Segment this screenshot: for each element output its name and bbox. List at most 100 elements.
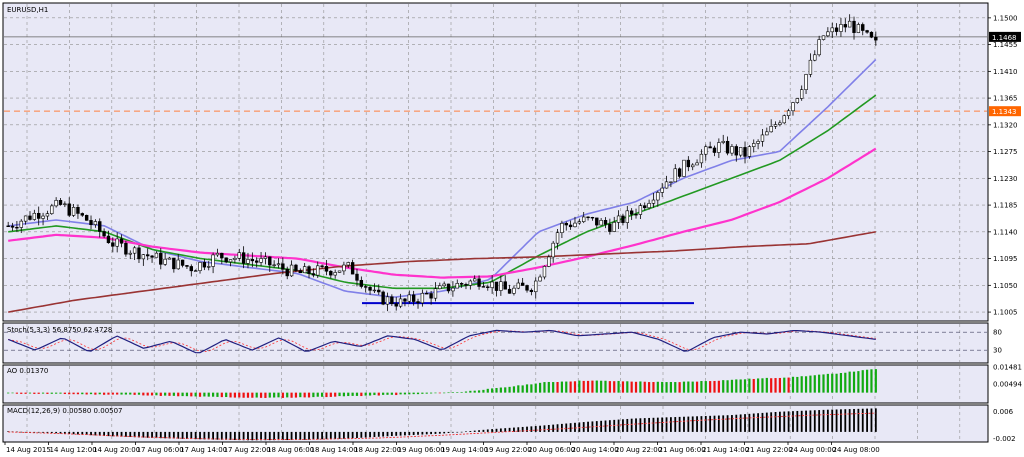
macd-bar bbox=[556, 424, 559, 432]
price-pane[interactable]: 1.1500 1.1455 1.1410 1.1365 1.1320 1.1275 1.12… bbox=[2, 2, 1021, 322]
macd-bar bbox=[129, 431, 132, 438]
macd-bar bbox=[752, 413, 755, 432]
candle-body bbox=[281, 263, 285, 270]
ao-bar bbox=[499, 387, 502, 393]
macd-bar bbox=[207, 431, 210, 440]
stochastic-pane[interactable]: 80 30 Stoch(5,3,3) 56.8750 62.4728 bbox=[2, 322, 1002, 364]
macd-bar bbox=[517, 427, 520, 432]
candle-body bbox=[163, 258, 167, 265]
ao-bar bbox=[534, 383, 537, 393]
ao-bar bbox=[560, 381, 563, 393]
ao-bar bbox=[826, 373, 829, 393]
time-tick-label: 17 Aug 22:00 bbox=[224, 446, 271, 454]
macd-bar bbox=[652, 417, 655, 432]
candle-body bbox=[272, 264, 276, 266]
price-tick-label: 1.1365 bbox=[993, 95, 1018, 103]
macd-bar bbox=[857, 408, 860, 432]
candle-body bbox=[320, 265, 324, 267]
stochastic-title: Stoch(5,3,3) 56.8750 62.4728 bbox=[7, 326, 112, 334]
candle-body bbox=[398, 298, 403, 307]
candle-body bbox=[651, 199, 656, 204]
time-tick-label: 18 Aug 22:00 bbox=[354, 446, 401, 454]
macd-bar bbox=[761, 412, 764, 432]
ao-bar bbox=[648, 382, 651, 393]
ao-bar bbox=[137, 392, 141, 395]
candle-body bbox=[799, 89, 804, 99]
macd-bar bbox=[268, 431, 271, 441]
candle-body bbox=[425, 292, 429, 295]
ao-bar bbox=[368, 392, 372, 396]
ao-bar bbox=[691, 381, 694, 393]
ao-bar bbox=[198, 392, 202, 397]
ao-bar bbox=[15, 392, 18, 394]
macd-bar bbox=[50, 431, 53, 434]
candle-body bbox=[329, 270, 333, 276]
candle-body bbox=[89, 220, 93, 225]
ao-bar bbox=[491, 388, 494, 393]
ao-bar bbox=[277, 392, 280, 398]
candle-body bbox=[250, 259, 255, 262]
candle-body bbox=[599, 219, 603, 226]
macd-bar bbox=[59, 431, 62, 434]
ao-bar bbox=[238, 392, 241, 398]
macd-bar bbox=[478, 430, 480, 432]
ao-bar bbox=[133, 392, 136, 395]
macd-bar bbox=[295, 431, 297, 440]
candle-body bbox=[451, 287, 455, 292]
macd-pane[interactable]: 0.006 -0.002 MACD(12,26,9) 0.00580 0.0050… bbox=[2, 404, 1016, 443]
candle-body bbox=[115, 238, 119, 247]
candle-body bbox=[159, 252, 163, 265]
macd-level-label: 0.006 bbox=[993, 408, 1014, 416]
ao-bar bbox=[656, 381, 659, 393]
ao-bar bbox=[443, 392, 446, 394]
candle-body bbox=[643, 205, 647, 209]
candle-body bbox=[455, 283, 459, 289]
ao-bar bbox=[866, 369, 869, 393]
candle-body bbox=[76, 207, 80, 214]
candle-body bbox=[350, 262, 355, 275]
ao-bar bbox=[46, 392, 49, 394]
candle-body bbox=[311, 273, 316, 276]
candle-body bbox=[36, 212, 41, 219]
ao-bar bbox=[630, 381, 633, 393]
ao-bar bbox=[63, 392, 66, 395]
price-tick-label: 1.1050 bbox=[993, 282, 1018, 290]
macd-bar bbox=[168, 431, 171, 439]
ao-bar bbox=[72, 392, 75, 395]
ao-bar bbox=[434, 392, 437, 394]
candle-body bbox=[551, 242, 555, 258]
candle-body bbox=[237, 252, 241, 259]
ao-bar bbox=[120, 392, 123, 395]
ao-bar bbox=[543, 382, 546, 393]
ao-bar bbox=[107, 392, 110, 395]
price-tick-label: 1.1005 bbox=[993, 309, 1018, 317]
candle-body bbox=[773, 124, 778, 127]
ao-bar bbox=[294, 392, 298, 398]
price-tick-label: 1.1455 bbox=[993, 41, 1018, 49]
candle-body bbox=[220, 252, 224, 259]
candle-body bbox=[494, 281, 499, 291]
macd-bar bbox=[281, 431, 284, 441]
macd-bar bbox=[399, 431, 402, 436]
candle-body bbox=[285, 268, 289, 277]
candle-body bbox=[372, 289, 377, 292]
candle-body bbox=[699, 153, 704, 164]
ao-bar bbox=[787, 377, 790, 393]
macd-bar bbox=[770, 412, 773, 432]
candle-body bbox=[172, 257, 176, 270]
candle-body bbox=[869, 31, 874, 38]
macd-bar bbox=[626, 418, 629, 432]
macd-bar bbox=[765, 412, 768, 432]
ao-bar bbox=[216, 392, 219, 397]
candle-body bbox=[41, 215, 45, 219]
ao-bar bbox=[743, 379, 747, 393]
macd-bar bbox=[68, 431, 71, 434]
macd-bar bbox=[412, 431, 415, 435]
awesome-oscillator-pane[interactable]: 0.01481 0.00494 AO 0.01370 bbox=[2, 364, 1022, 404]
macd-bar bbox=[343, 431, 345, 439]
candle-body bbox=[111, 242, 115, 247]
candle-body bbox=[839, 24, 843, 32]
macd-bar bbox=[656, 417, 659, 432]
